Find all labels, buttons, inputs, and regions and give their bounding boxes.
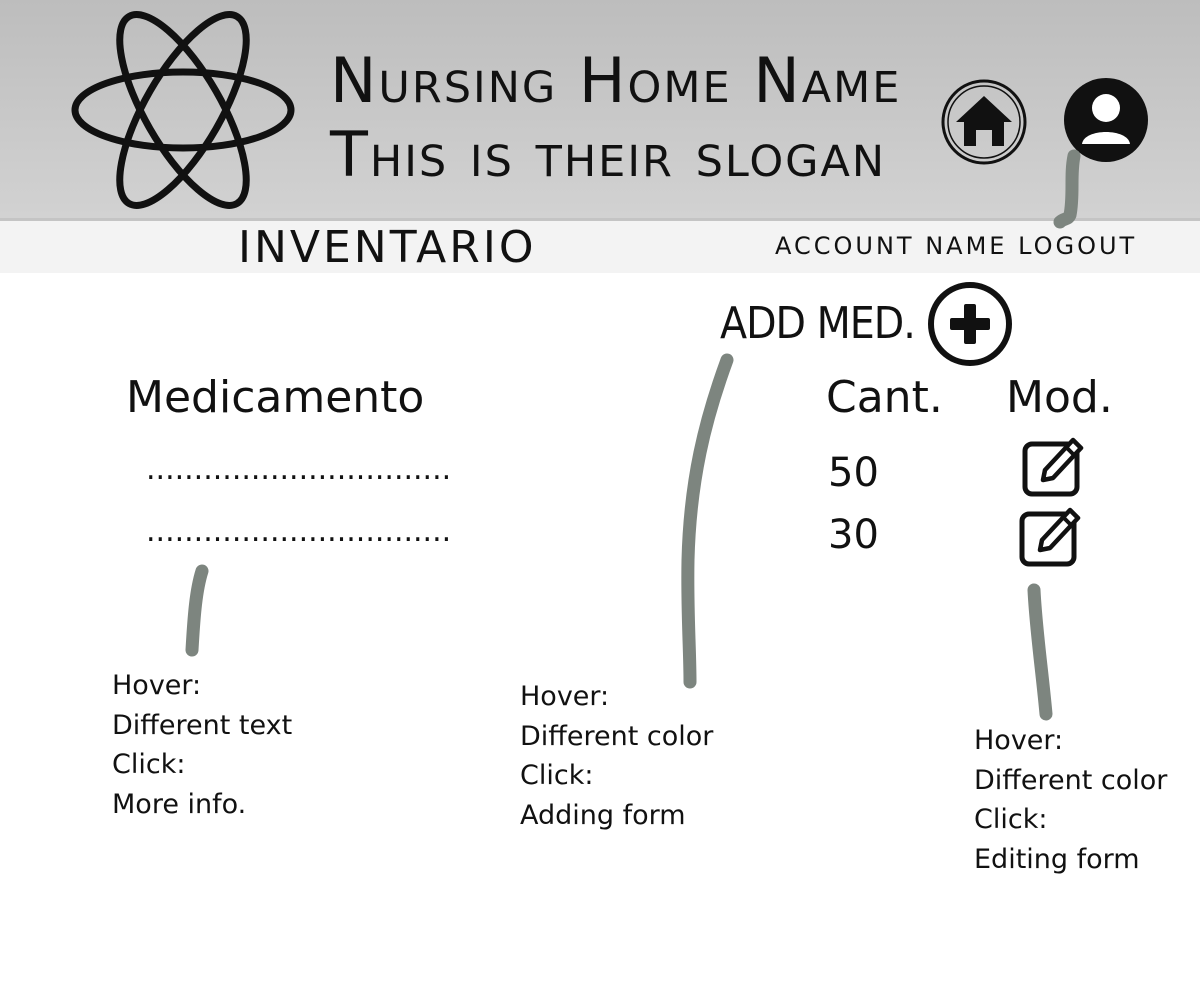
nursing-home-title: Nursing Home Name This is their slogan xyxy=(330,44,901,192)
home-icon[interactable] xyxy=(940,78,1028,166)
nursing-home-slogan: This is their slogan xyxy=(330,118,887,191)
annotation-line: Click: xyxy=(974,804,1048,835)
column-header-modificar: Mod. xyxy=(1006,372,1113,423)
annotation-line: Hover: xyxy=(520,681,610,712)
annotation-line: Click: xyxy=(520,760,594,791)
annotation-line: Hover: xyxy=(112,670,202,701)
quantity-value-1: 50 xyxy=(828,450,879,496)
annotation-line: Hover: xyxy=(974,725,1064,756)
logout-link[interactable]: LOGOUT xyxy=(1018,232,1138,260)
nursing-home-name: Nursing Home Name xyxy=(330,44,902,117)
medicamento-item-2[interactable]: ................................ xyxy=(146,514,452,549)
column-header-medicamento: Medicamento xyxy=(126,372,425,423)
annotation-line: Different text xyxy=(112,709,293,741)
annotation-add-med: Hover: Different color Click: Adding for… xyxy=(520,677,713,835)
medicamento-item-1[interactable]: ................................ xyxy=(146,452,452,487)
page-title: INVENTARIO xyxy=(238,222,537,273)
annotation-line: Different color xyxy=(974,764,1168,796)
add-med-button[interactable]: ADD MED. xyxy=(720,298,916,349)
account-area: ACCOUNT NAME LOGOUT xyxy=(775,232,1137,260)
annotation-line: Adding form xyxy=(520,799,686,831)
annotation-line: Different color xyxy=(520,720,714,752)
user-account-icon[interactable] xyxy=(1062,78,1150,162)
sub-navigation-bar xyxy=(0,221,1200,273)
annotation-edit: Hover: Different color Click: Editing fo… xyxy=(974,721,1167,879)
plus-circle-icon[interactable] xyxy=(926,280,1014,368)
annotation-line: Editing form xyxy=(974,843,1140,875)
annotation-line: Click: xyxy=(112,749,186,780)
header-bar: Nursing Home Name This is their slogan xyxy=(0,0,1200,221)
quantity-value-2: 30 xyxy=(828,512,879,558)
account-name-link[interactable]: ACCOUNT NAME xyxy=(775,232,1008,260)
edit-icon[interactable] xyxy=(1018,504,1084,570)
edit-icon[interactable] xyxy=(1021,434,1087,500)
annotation-medicamento: Hover: Different text Click: More info. xyxy=(112,666,292,824)
column-header-cantidad: Cant. xyxy=(826,372,943,423)
atom-logo-icon xyxy=(71,11,295,209)
annotation-line: More info. xyxy=(112,788,247,820)
